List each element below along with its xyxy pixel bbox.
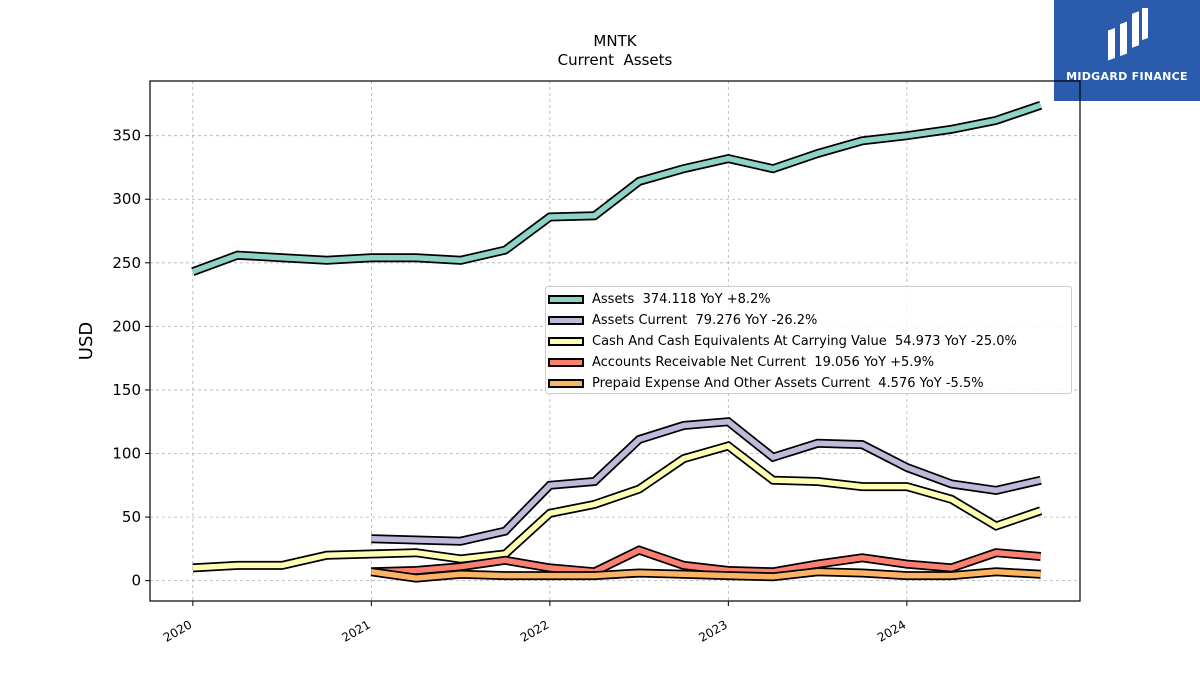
series-line [191, 102, 1042, 275]
legend-label: Assets 374.118 YoY +8.2% [592, 292, 771, 307]
x-tick-label: 2022 [518, 617, 551, 644]
series-1 [371, 417, 1042, 546]
legend-item: Assets Current 79.276 YoY -26.2% [546, 310, 1071, 331]
x-axis: 2020 2021 2022 2023 2024 [161, 601, 908, 645]
chart-legend: Assets 374.118 YoY +8.2% Assets Current 7… [545, 286, 1072, 394]
brand-logo: MIDGARD FINANCE [1054, 0, 1200, 101]
y-tick-label: 100 [112, 445, 141, 463]
chart-title: MNTK [593, 32, 637, 50]
y-tick-label: 50 [122, 508, 141, 526]
x-tick-label: 2024 [875, 617, 908, 644]
plot-frame [149, 80, 1081, 602]
y-axis: 0 50 100 150 200 250 300 350 [112, 127, 150, 590]
series-4 [370, 567, 1041, 583]
legend-label: Cash And Cash Equivalents At Carrying Va… [592, 334, 1017, 349]
series-line [370, 569, 1041, 581]
legend-swatch [548, 295, 584, 304]
legend-item: Assets 374.118 YoY +8.2% [546, 289, 1071, 310]
legend-label: Prepaid Expense And Other Assets Current… [592, 376, 984, 391]
series-line [371, 547, 1041, 575]
legend-swatch [548, 379, 584, 388]
y-tick-label: 0 [131, 572, 141, 590]
y-tick-label: 200 [112, 317, 141, 335]
legend-item: Accounts Receivable Net Current 19.056 Y… [546, 352, 1071, 373]
series-line [371, 418, 1042, 544]
series-2 [192, 440, 1043, 573]
legend-swatch [548, 358, 584, 367]
legend-swatch [548, 337, 584, 346]
x-tick-label: 2020 [161, 617, 194, 644]
legend-label: Accounts Receivable Net Current 19.056 Y… [592, 355, 935, 370]
legend-label: Assets Current 79.276 YoY -26.2% [592, 313, 818, 328]
series-3 [371, 545, 1042, 577]
y-axis-label: USD [76, 322, 97, 360]
series-lines [191, 100, 1043, 583]
brand-name: MIDGARD FINANCE [1066, 70, 1188, 83]
x-tick-label: 2021 [339, 617, 372, 644]
midgard-logo-icon [1108, 8, 1148, 61]
series-0 [191, 100, 1043, 276]
y-tick-label: 150 [112, 381, 141, 399]
series-line-outline [191, 100, 1043, 276]
legend-item: Prepaid Expense And Other Assets Current… [546, 373, 1071, 394]
legend-item: Cash And Cash Equivalents At Carrying Va… [546, 331, 1071, 352]
chart-title-block: MNTK Current Assets [150, 32, 1080, 70]
series-line [192, 442, 1042, 571]
x-tick-label: 2023 [696, 617, 729, 644]
y-tick-label: 350 [112, 127, 141, 145]
legend-swatch [548, 316, 584, 325]
y-tick-label: 300 [112, 190, 141, 208]
y-tick-label: 250 [112, 254, 141, 272]
chart-subtitle: Current Assets [557, 51, 673, 69]
